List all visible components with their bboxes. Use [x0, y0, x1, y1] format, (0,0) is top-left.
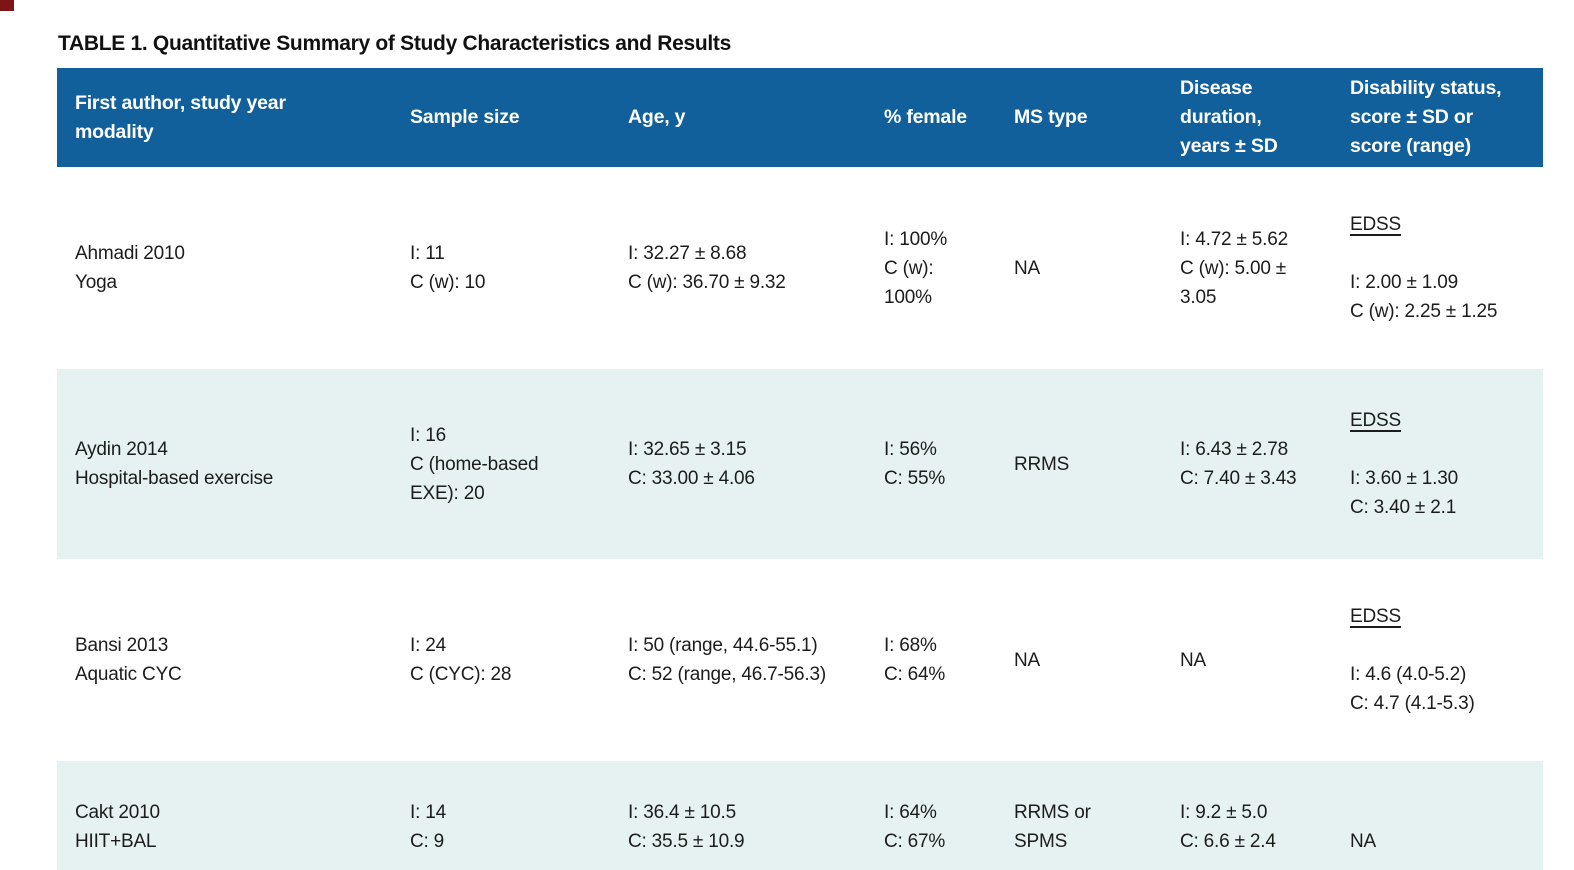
study-characteristics-table: First author, study year modality Sample…: [57, 68, 1543, 870]
cell-age: I: 32.65 ± 3.15 C: 33.00 ± 4.06: [610, 363, 866, 562]
table-title-label: TABLE 1.: [58, 32, 148, 55]
header-row: First author, study year modality Sample…: [57, 68, 1543, 170]
cell-sample-size: I: 14 C: 9: [392, 755, 610, 870]
cell-study: Aydin 2014 Hospital-based exercise: [57, 363, 392, 562]
cell-disease-duration: NA: [1162, 559, 1332, 758]
cell-disability-status: EDSS I: 4.6 (4.0-5.2) C: 4.7 (4.1-5.3): [1332, 559, 1543, 758]
disability-scale-label: EDSS: [1350, 606, 1401, 627]
cell-age: I: 36.4 ± 10.5 C: 35.5 ± 10.9: [610, 755, 866, 870]
disability-values: I: 4.6 (4.0-5.2) C: 4.7 (4.1-5.3): [1350, 664, 1475, 714]
table-title-text: Quantitative Summary of Study Characteri…: [147, 32, 731, 55]
cell-disability-status: EDSS I: 3.60 ± 1.30 C: 3.40 ± 2.1: [1332, 363, 1543, 562]
cell-disease-duration: I: 4.72 ± 5.62 C (w): 5.00 ± 3.05: [1162, 167, 1332, 366]
col-header-percent-female: % female: [866, 68, 996, 170]
disability-scale-label: EDSS: [1350, 214, 1401, 235]
col-header-age: Age, y: [610, 68, 866, 170]
table-row: Cakt 2010 HIIT+BAL I: 14 C: 9 I: 36.4 ± …: [57, 755, 1543, 870]
cell-percent-female: I: 56% C: 55%: [866, 363, 996, 562]
cell-age: I: 32.27 ± 8.68 C (w): 36.70 ± 9.32: [610, 167, 866, 366]
cell-age: I: 50 (range, 44.6-55.1) C: 52 (range, 4…: [610, 559, 866, 758]
disability-values: I: 3.60 ± 1.30 C: 3.40 ± 2.1: [1350, 468, 1458, 518]
disability-values: I: 2.00 ± 1.09 C (w): 2.25 ± 1.25: [1350, 272, 1498, 322]
cell-sample-size: I: 24 C (CYC): 28: [392, 559, 610, 758]
cell-percent-female: I: 68% C: 64%: [866, 559, 996, 758]
table-body: Ahmadi 2010 Yoga I: 11 C (w): 10 I: 32.2…: [57, 167, 1543, 870]
cell-disability-status: NA: [1332, 755, 1543, 870]
col-header-disease-duration: Disease duration, years ± SD: [1162, 68, 1332, 170]
cell-ms-type: RRMS: [996, 363, 1162, 562]
cell-disability-status: EDSS I: 2.00 ± 1.09 C (w): 2.25 ± 1.25: [1332, 167, 1543, 366]
page-corner-mark: [0, 0, 14, 11]
cell-ms-type: RRMS or SPMS: [996, 755, 1162, 870]
table-row: Bansi 2013 Aquatic CYC I: 24 C (CYC): 28…: [57, 559, 1543, 758]
cell-sample-size: I: 11 C (w): 10: [392, 167, 610, 366]
cell-ms-type: NA: [996, 559, 1162, 758]
table-row: Aydin 2014 Hospital-based exercise I: 16…: [57, 363, 1543, 562]
col-header-first-author: First author, study year modality: [57, 68, 392, 170]
cell-ms-type: NA: [996, 167, 1162, 366]
disability-values: NA: [1350, 831, 1376, 852]
cell-sample-size: I: 16 C (home-based EXE): 20: [392, 363, 610, 562]
cell-percent-female: I: 100% C (w): 100%: [866, 167, 996, 366]
disability-scale-label: EDSS: [1350, 410, 1401, 431]
col-header-disability-status: Disability status, score ± SD or score (…: [1332, 68, 1543, 170]
table-row: Ahmadi 2010 Yoga I: 11 C (w): 10 I: 32.2…: [57, 167, 1543, 366]
col-header-ms-type: MS type: [996, 68, 1162, 170]
cell-disease-duration: I: 6.43 ± 2.78 C: 7.40 ± 3.43: [1162, 363, 1332, 562]
cell-percent-female: I: 64% C: 67%: [866, 755, 996, 870]
cell-study: Ahmadi 2010 Yoga: [57, 167, 392, 366]
cell-disease-duration: I: 9.2 ± 5.0 C: 6.6 ± 2.4: [1162, 755, 1332, 870]
cell-study: Bansi 2013 Aquatic CYC: [57, 559, 392, 758]
cell-study: Cakt 2010 HIIT+BAL: [57, 755, 392, 870]
col-header-sample-size: Sample size: [392, 68, 610, 170]
table-title: TABLE 1. Quantitative Summary of Study C…: [58, 30, 731, 57]
